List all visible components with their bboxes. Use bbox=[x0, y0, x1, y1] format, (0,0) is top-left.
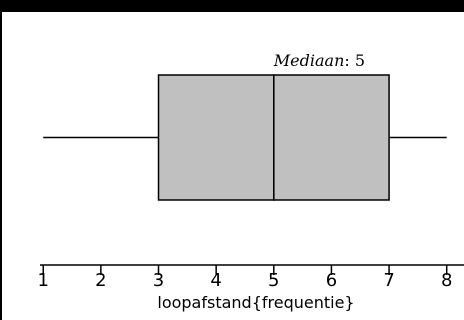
x-axis-tick-labels: 1 2 3 4 5 6 7 8 bbox=[38, 270, 453, 291]
x-tick-label-5: 5 bbox=[268, 270, 279, 291]
x-axis-ticks bbox=[42, 265, 448, 275]
x-tick-label-3: 3 bbox=[153, 270, 164, 291]
box-upper-half[interactable] bbox=[273, 74, 390, 201]
x-tick-label-2: 2 bbox=[95, 270, 106, 291]
x-tick-label-6: 6 bbox=[326, 270, 337, 291]
median-annotation-separator: : bbox=[344, 51, 354, 70]
x-axis-title: loopafstand{frequentie} bbox=[157, 293, 354, 312]
median-annotation-value: 5 bbox=[355, 51, 365, 70]
x-tick-label-1: 1 bbox=[38, 270, 49, 291]
median-annotation-label: Mediaan bbox=[273, 51, 345, 70]
box-lower-half[interactable] bbox=[157, 74, 275, 201]
window-top-bar bbox=[0, 0, 464, 12]
x-tick-label-4: 4 bbox=[210, 270, 221, 291]
median-annotation: Mediaan: 5 bbox=[273, 51, 365, 70]
window-left-border bbox=[0, 12, 2, 320]
x-tick-label-7: 7 bbox=[383, 270, 394, 291]
x-tick-label-8: 8 bbox=[441, 270, 452, 291]
